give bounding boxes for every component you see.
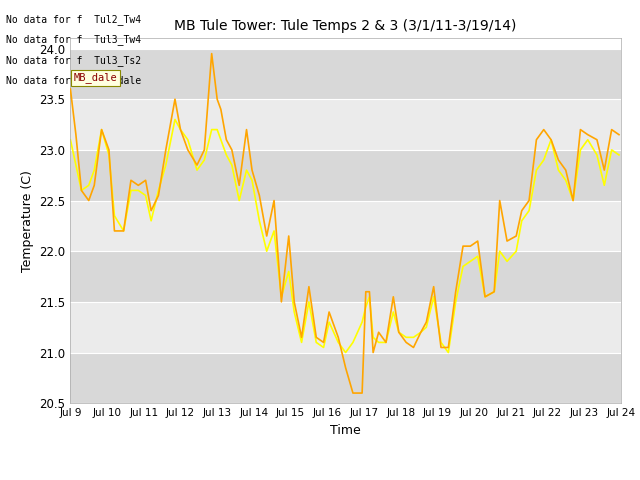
Bar (70, 251, 621, 302)
Text: No data for f  Tul3_Ts2: No data for f Tul3_Ts2 (6, 55, 141, 66)
Text: No data for f  Tul3_Tw4: No data for f Tul3_Tw4 (6, 35, 141, 46)
Text: No data for f  Tul2_Tw4: No data for f Tul2_Tw4 (6, 14, 141, 25)
Legend: Tul2_Ts-2, Tul2_Ts-8: Tul2_Ts-2, Tul2_Ts-8 (240, 477, 451, 480)
Bar (70, 99, 621, 150)
Bar (70, 352, 621, 403)
Bar (70, 48, 621, 99)
X-axis label: Time: Time (330, 424, 361, 437)
Text: No data for f  LMB_dale: No data for f LMB_dale (6, 75, 141, 86)
Bar (70, 302, 621, 352)
Bar (70, 201, 621, 251)
Y-axis label: Temperature (C): Temperature (C) (21, 170, 34, 272)
Title: MB Tule Tower: Tule Temps 2 & 3 (3/1/11-3/19/14): MB Tule Tower: Tule Temps 2 & 3 (3/1/11-… (175, 19, 516, 33)
Text: MB_dale: MB_dale (74, 72, 117, 84)
Bar (70, 150, 621, 201)
